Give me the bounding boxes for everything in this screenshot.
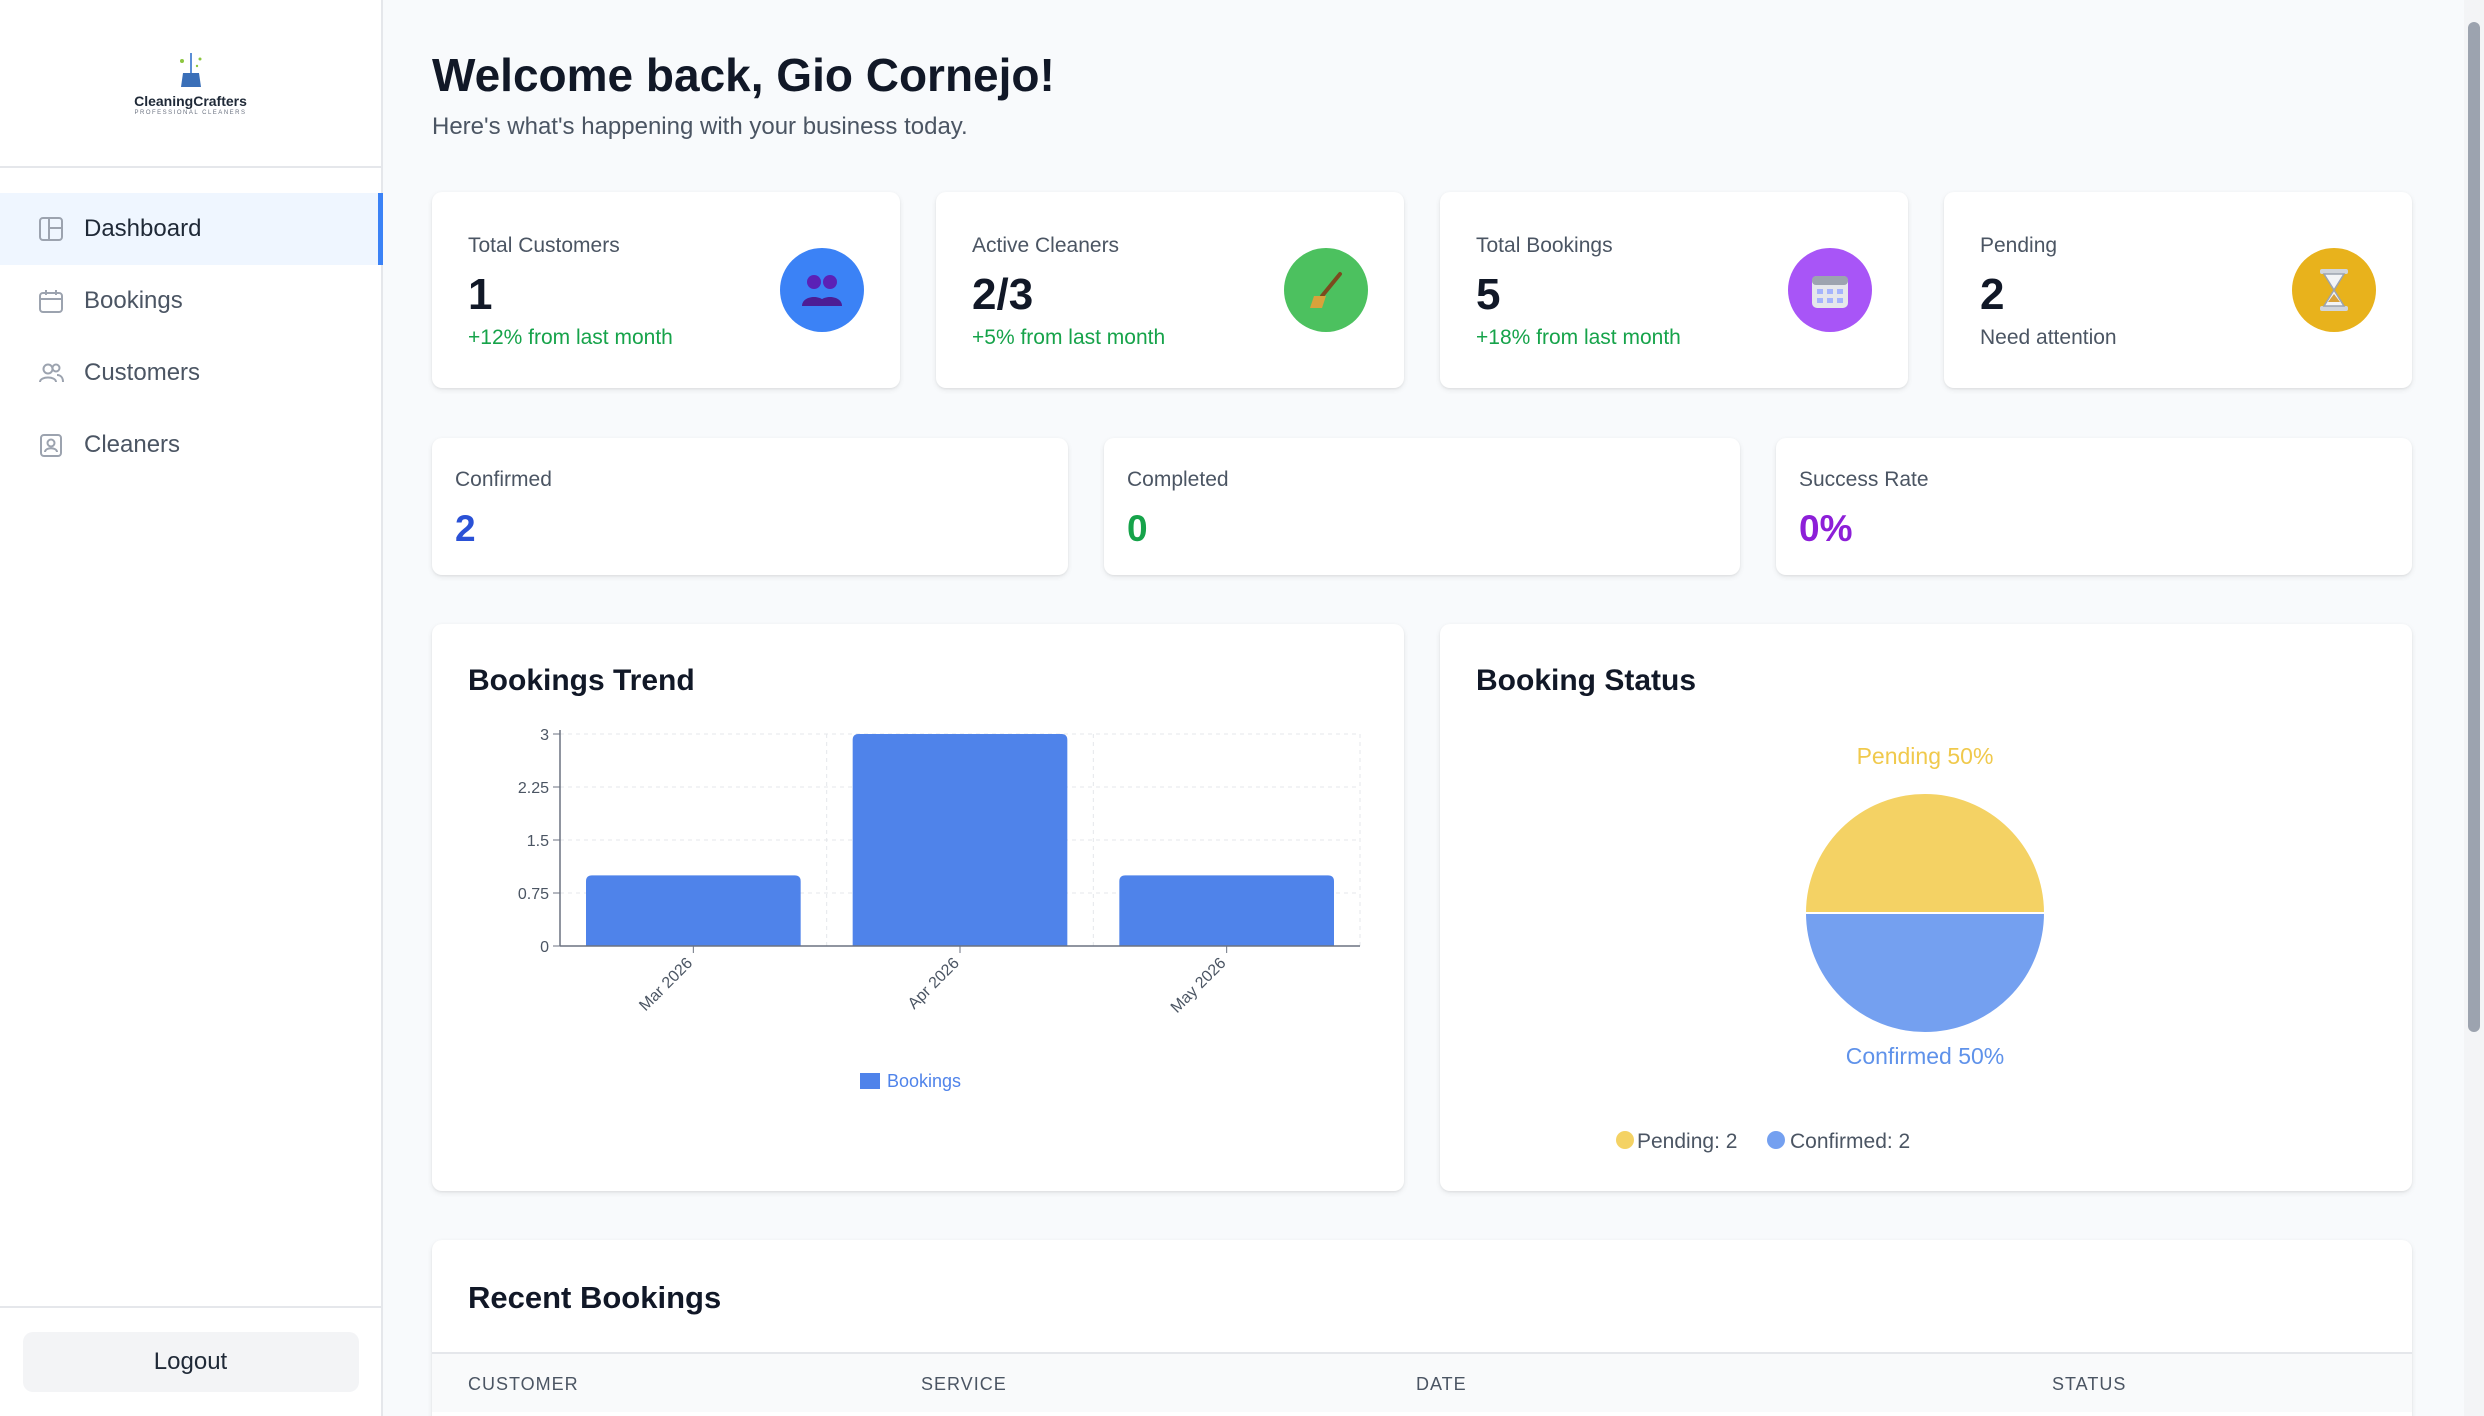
chart-title: Booking Status — [1476, 664, 1697, 697]
x-tick-label: Apr 2026 — [905, 955, 963, 1013]
logout-button[interactable]: Logout — [22, 1332, 359, 1392]
calendar-icon — [1788, 248, 1872, 332]
stat-note: +18% from last month — [1476, 326, 1681, 349]
stat-card-total-customers: Total Customers 1 +12% from last month — [432, 192, 900, 388]
stat-card-active-cleaners: Active Cleaners 2/3 +5% from last month — [936, 192, 1404, 388]
sidebar: CleaningCrafters PROFESSIONAL CLEANERS D… — [0, 0, 383, 1416]
stat-value: 2 — [1980, 270, 2005, 319]
sidebar-item-label: Dashboard — [84, 215, 202, 242]
mini-card-completed: Completed 0 — [1104, 438, 1740, 575]
mini-label: Success Rate — [1799, 468, 1929, 491]
stat-value: 2/3 — [972, 270, 1034, 319]
mini-label: Confirmed — [455, 468, 552, 491]
column-header-status[interactable]: STATUS — [2052, 1374, 2127, 1394]
stat-value: 5 — [1476, 270, 1501, 319]
sidebar-item-bookings[interactable]: Bookings — [0, 265, 381, 337]
legend-swatch — [1616, 1131, 1634, 1149]
stat-card-total-bookings: Total Bookings 5 +18% from last month — [1440, 192, 1908, 388]
mini-value: 0 — [1127, 508, 1148, 549]
sidebar-item-label: Bookings — [84, 287, 183, 314]
stat-note: +12% from last month — [468, 326, 673, 349]
page-subtitle: Here's what's happening with your busine… — [432, 113, 968, 140]
stat-note: Need attention — [1980, 326, 2117, 349]
y-tick-label: 2.25 — [518, 780, 549, 797]
sidebar-item-label: Cleaners — [84, 431, 181, 458]
brand-tagline: PROFESSIONAL CLEANERS — [134, 109, 247, 116]
stat-value: 1 — [468, 270, 493, 319]
x-tick-label: May 2026 — [1168, 955, 1230, 1017]
hourglass-icon — [2292, 248, 2376, 332]
legend-swatch — [1767, 1131, 1785, 1149]
bar — [586, 875, 801, 946]
sidebar-nav: Dashboard Bookings Customers Cleaners — [0, 168, 383, 481]
bar — [852, 734, 1068, 946]
section-title: Recent Bookings — [468, 1280, 722, 1315]
booking-status-chart: Pending 50% Confirmed 50% Pending: 2 Confir… — [1616, 743, 2047, 1153]
recent-bookings-card: Recent Bookings CUSTOMER SERVICE DATE ST… — [432, 1240, 2412, 1416]
pie-label-confirmed: Confirmed 50% — [1846, 1043, 2005, 1069]
mini-label: Completed — [1127, 468, 1229, 491]
mini-value: 2 — [455, 508, 476, 549]
column-header-service[interactable]: SERVICE — [921, 1374, 1007, 1394]
mini-value: 0% — [1799, 508, 1853, 549]
stat-note: +5% from last month — [972, 326, 1166, 349]
y-tick-label: 3 — [540, 727, 549, 744]
badge-icon — [38, 432, 64, 458]
stat-label: Total Bookings — [1476, 234, 1613, 257]
mini-card-success-rate: Success Rate 0% — [1776, 438, 2412, 575]
stat-label: Total Customers — [468, 234, 620, 257]
pie-slice — [1803, 912, 2047, 1034]
y-tick-label: 0.75 — [518, 886, 549, 903]
y-tick-label: 0 — [540, 939, 549, 956]
scrollbar-thumb[interactable] — [2468, 22, 2480, 1032]
column-header-customer[interactable]: CUSTOMER — [468, 1374, 579, 1394]
broom-logo-icon — [179, 52, 201, 87]
people-icon — [780, 248, 864, 332]
broom-icon — [1284, 248, 1368, 332]
pie-slice — [1803, 792, 2047, 914]
legend-label: Bookings — [887, 1071, 961, 1091]
mini-card-confirmed: Confirmed 2 — [432, 438, 1068, 575]
column-header-date[interactable]: DATE — [1416, 1374, 1467, 1394]
bookings-trend-card: Bookings Trend 0 0.75 1.5 2.25 3 Mar 2026 Apr … — [432, 624, 1404, 1191]
chart-title: Bookings Trend — [468, 664, 695, 697]
logout-area: Logout — [0, 1306, 381, 1416]
legend-label: Pending: 2 — [1637, 1130, 1737, 1153]
scrollbar[interactable] — [2464, 0, 2484, 1416]
table-header: CUSTOMER SERVICE DATE STATUS — [432, 1352, 2412, 1412]
users-icon — [38, 360, 64, 386]
calendar-icon — [38, 288, 64, 314]
page-title: Welcome back, Gio Cornejo! — [432, 49, 1055, 101]
sidebar-item-customers[interactable]: Customers — [0, 337, 381, 409]
bar — [1119, 875, 1334, 946]
x-tick-label: Mar 2026 — [636, 955, 696, 1015]
bookings-trend-chart: 0 0.75 1.5 2.25 3 Mar 2026 Apr 2026 May 2026 Boo… — [518, 727, 1361, 1091]
sidebar-item-label: Customers — [84, 359, 201, 386]
brand-name: CleaningCrafters — [134, 92, 247, 109]
stat-label: Active Cleaners — [972, 234, 1120, 257]
pie-label-pending: Pending 50% — [1857, 743, 1994, 769]
legend-swatch — [860, 1073, 880, 1089]
booking-status-card: Booking Status Pending 50% Confirmed 50% P… — [1440, 624, 2412, 1191]
stat-card-pending: Pending 2 Need attention — [1944, 192, 2412, 388]
y-tick-label: 1.5 — [527, 833, 549, 850]
stat-label: Pending — [1980, 234, 2058, 257]
dashboard-icon — [38, 216, 64, 242]
sidebar-item-dashboard[interactable]: Dashboard — [0, 193, 383, 265]
logo[interactable]: CleaningCrafters PROFESSIONAL CLEANERS — [0, 0, 381, 168]
legend-label: Confirmed: 2 — [1790, 1130, 1910, 1153]
sidebar-item-cleaners[interactable]: Cleaners — [0, 409, 381, 481]
